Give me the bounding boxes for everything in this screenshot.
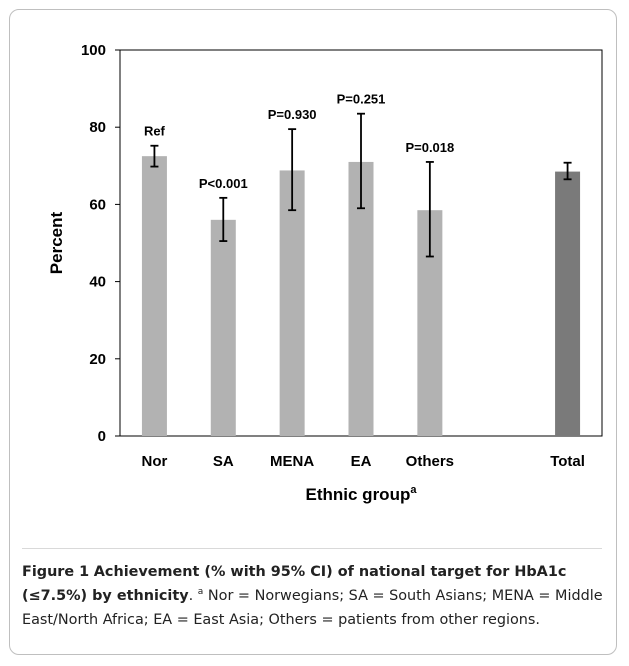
figure-caption: Figure 1 Achievement (% with 95% CI) of … (22, 564, 603, 628)
chart-labels: Nor Ref SA P<0.001 MENA P=0.930 EA P=0.251 Other… (142, 92, 585, 470)
p-value-label: P=0.018 (405, 140, 454, 155)
caption-label: Figure 1 (22, 564, 90, 580)
figure-frame (9, 9, 617, 655)
caption-sup: a (197, 587, 204, 598)
y-tick-label: 80 (89, 119, 106, 136)
chart-axes: 0 20 40 60 80 100 Percent Ethnic groupa (47, 42, 603, 504)
p-value-label: Ref (144, 124, 166, 139)
bar (279, 170, 305, 436)
bar (210, 219, 236, 436)
p-value-label: P=0.930 (268, 107, 317, 122)
bar (555, 171, 581, 436)
p-value-label: P<0.001 (199, 176, 248, 191)
bar-chart: 0 20 40 60 80 100 Percent Ethnic groupa Nor Ref S… (47, 42, 603, 504)
x-axis-label-superscript: a (410, 484, 417, 496)
caption-text: Nor = Norwegians; SA = South Asians; MEN… (22, 588, 603, 628)
y-tick-label: 60 (89, 196, 106, 213)
x-axis-label: Ethnic groupa (306, 484, 418, 504)
x-tick-label: EA (351, 453, 372, 470)
x-tick-label: Total (550, 453, 585, 470)
chart-bars (141, 112, 581, 436)
caption-divider (22, 548, 602, 549)
y-tick-label: 20 (89, 351, 106, 368)
x-tick-label: Others (406, 453, 454, 470)
p-value-label: P=0.251 (337, 92, 386, 107)
x-tick-label: SA (213, 453, 234, 470)
y-tick-label: 0 (98, 428, 106, 445)
bar (141, 156, 167, 436)
y-tick-label: 100 (81, 42, 106, 59)
y-tick-label: 40 (89, 274, 106, 291)
caption-title: Achievement (% with 95% CI) of national … (22, 564, 567, 604)
y-axis-label: Percent (47, 211, 66, 274)
x-tick-label: Nor (142, 453, 168, 470)
x-tick-label: MENA (270, 453, 314, 470)
